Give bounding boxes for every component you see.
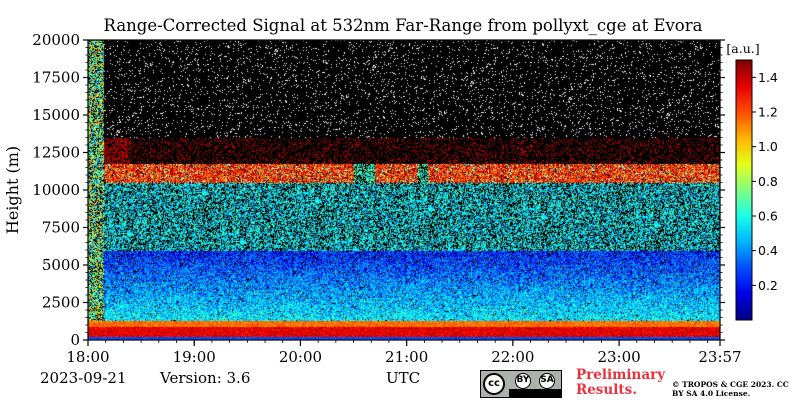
y-tick-label: 12500 <box>32 144 80 162</box>
version-label: Version: 3.6 <box>160 369 251 387</box>
preliminary-label: Preliminary Results. <box>576 367 666 398</box>
x-tick-label: 19:00 <box>173 348 216 366</box>
date-label: 2023-09-21 <box>40 369 127 387</box>
colorbar-gradient <box>735 59 753 321</box>
y-axis-label: Height (m) <box>3 146 22 234</box>
cc-license-badge: cc BY SA <box>480 370 562 398</box>
colorbar-tick-label: 1.2 <box>758 105 778 120</box>
by-icon: BY <box>515 373 531 389</box>
x-tick-label: 20:00 <box>279 348 322 366</box>
cc-icon: cc <box>483 373 505 395</box>
x-tick-label: 22:00 <box>491 348 534 366</box>
x-axis: 18:00 19:00 20:00 21:00 22:00 23:00 23:57 <box>66 340 742 366</box>
x-tick-label: 23:00 <box>597 348 640 366</box>
x-tick-label: 18:00 <box>66 348 109 366</box>
colorbar-tick-label: 0.6 <box>758 209 778 224</box>
x-tick-label: 21:00 <box>385 348 428 366</box>
badge-strip <box>509 389 561 397</box>
y-tick-label: 0 <box>70 331 80 349</box>
x-tick-label: 23:57 <box>698 348 741 366</box>
x-axis-label: UTC <box>386 369 421 387</box>
sa-icon: SA <box>539 373 555 389</box>
y-tick-label: 2500 <box>42 294 80 312</box>
chart-title: Range-Corrected Signal at 532nm Far-Rang… <box>103 16 703 35</box>
y-tick-label: 10000 <box>32 181 80 199</box>
colorbar-tick-label: 1.4 <box>758 70 778 85</box>
copyright-label: © TROPOS & CGE 2023. CC BY SA 4.0 Licens… <box>672 380 789 398</box>
y-tick-label: 17500 <box>32 69 80 87</box>
y-tick-label: 20000 <box>32 31 80 49</box>
y-axis: 0 2500 5000 7500 10000 12500 15000 17500 20000 <box>32 31 725 349</box>
colorbar-tick-label: 0.8 <box>758 174 778 189</box>
colorbar-tick-label: 1.0 <box>758 139 778 154</box>
colorbar-tick-label: 0.2 <box>758 278 778 293</box>
heatmap-image <box>88 40 720 340</box>
colorbar: 0.2 0.4 0.6 0.8 1.0 1.2 1.4 <box>735 59 778 321</box>
y-tick-label: 7500 <box>42 219 80 237</box>
y-tick-label: 5000 <box>42 256 80 274</box>
colorbar-label: [a.u.] <box>726 41 759 56</box>
heatmap <box>88 40 720 340</box>
colorbar-tick-label: 0.4 <box>758 243 778 258</box>
y-tick-label: 15000 <box>32 106 80 124</box>
